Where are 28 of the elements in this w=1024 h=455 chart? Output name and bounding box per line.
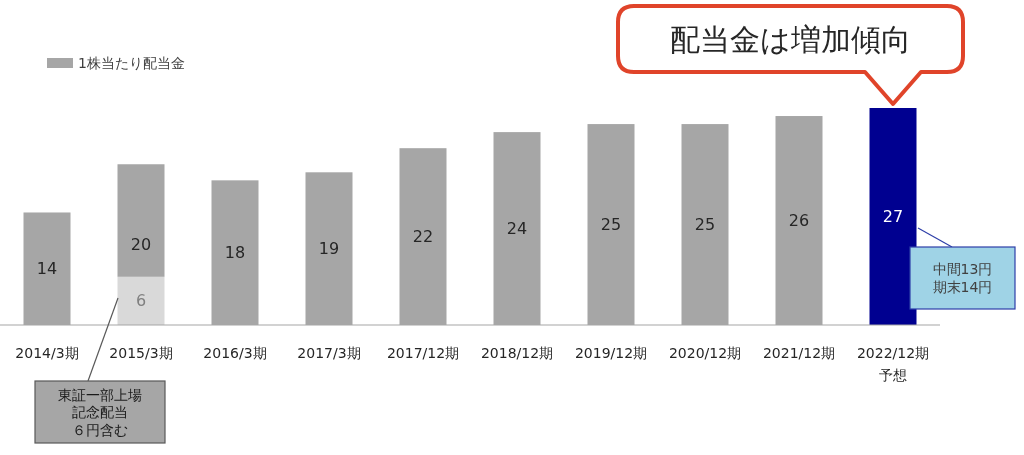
- x-tick-label: 2015/3期: [109, 345, 173, 361]
- total-label: 24: [506, 219, 528, 239]
- text: 東証一部上場記念配当６円含む: [58, 386, 142, 438]
- total-label: 25: [600, 215, 622, 235]
- x-tick-label: 2017/3期: [297, 345, 361, 361]
- total-label: 27: [882, 207, 904, 227]
- x-tick-label: 2016/3期: [203, 345, 267, 361]
- data-label: 6: [135, 291, 147, 311]
- x-tick-label: 2020/12期: [668, 345, 742, 361]
- x-tick-label: 2014/3期: [15, 345, 79, 361]
- bar: [117, 164, 165, 277]
- total-label: 26: [788, 211, 810, 231]
- total-label: 14: [36, 259, 58, 279]
- x-tick-label: 2021/12期: [762, 345, 836, 361]
- total-label: 22: [412, 227, 434, 247]
- annotation: 中間13円期末14円: [932, 260, 993, 296]
- x-tick-label: 2022/12期予想: [856, 345, 930, 384]
- annotation: 配当金は増加傾向: [670, 21, 911, 57]
- x-tick-label: 2019/12期: [574, 345, 648, 361]
- total-label: 20: [130, 235, 152, 255]
- total-label: 19: [318, 239, 340, 259]
- bar: [869, 108, 917, 325]
- bar: [117, 276, 165, 325]
- total-label: 25: [694, 215, 716, 235]
- total-label: 18: [224, 243, 246, 263]
- x-tick-label: 2018/12期: [480, 345, 554, 361]
- x-tick-label: 2017/12期: [386, 345, 460, 361]
- legend-label: 1株当たり配当金: [78, 54, 185, 71]
